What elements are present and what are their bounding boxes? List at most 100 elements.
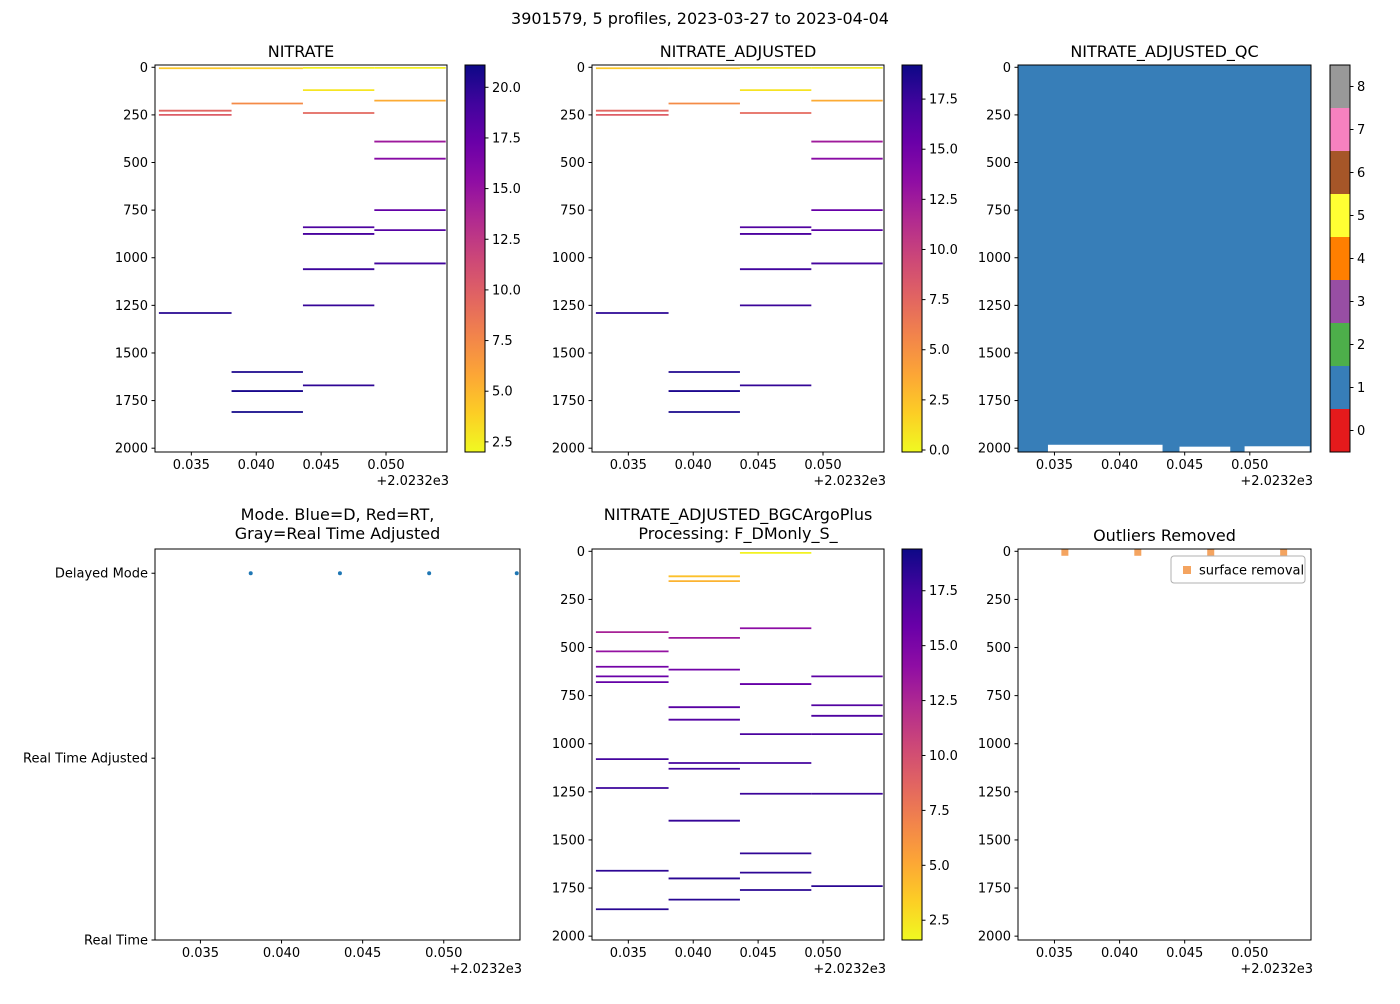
colorbar-tick-label: 12.5 <box>492 233 521 248</box>
axes-spines <box>1017 64 1312 453</box>
colorbar-tick-label: 1 <box>1357 381 1365 396</box>
colorbar-tick-label: 15.0 <box>929 143 958 158</box>
colorbar-tick-label: 2 <box>1357 338 1365 353</box>
colorbar-tick-label: 5.0 <box>929 859 950 874</box>
colorbar-tick-label: 7.5 <box>492 334 513 349</box>
qc-gap <box>1047 444 1163 452</box>
axes-spines <box>591 64 885 453</box>
colorbar-tick-label: 20.0 <box>492 81 521 96</box>
x-tick-label: 0.050 <box>1231 458 1268 473</box>
colorbar-tick-label: 17.5 <box>929 584 958 599</box>
nitrate_adjusted-segments <box>595 66 883 413</box>
qc-gap <box>1244 446 1310 452</box>
qc-gap <box>1179 446 1231 452</box>
x-tick-label: 0.035 <box>610 458 647 473</box>
y-tick-label: 1500 <box>115 346 148 361</box>
colorbar-tick-label: 4 <box>1357 252 1365 267</box>
subplot-mode: 0.035 0.040 0.045 0.050+2.0232e3 Delayed Mod… <box>23 548 522 977</box>
y-tick-label: 250 <box>986 593 1011 608</box>
colorbar-tick-label: 10.0 <box>492 283 521 298</box>
axes-spines <box>154 64 448 453</box>
colorbar-tick-label: 15.0 <box>492 182 521 197</box>
figure-title: 3901579, 5 profiles, 2023-03-27 to 2023-… <box>511 9 889 28</box>
y-tick-label: 2000 <box>552 442 585 457</box>
outlier-point <box>1061 548 1069 556</box>
subplot-nitrate: 0.035 0.040 0.045 0.050+2.0232e3 0 250 500 750 1… <box>115 61 521 489</box>
colorbar-tick-label: 12.5 <box>929 193 958 208</box>
y-tick-label: 1750 <box>978 394 1011 409</box>
qc-fill-area <box>1018 65 1311 452</box>
y-tick-label: 500 <box>986 156 1011 171</box>
axes-background <box>155 65 447 452</box>
x-tick-label: 0.035 <box>1036 458 1073 473</box>
x-tick-label: 0.045 <box>1166 946 1203 961</box>
x-tick-label: 0.040 <box>238 458 275 473</box>
axes-background <box>592 65 884 452</box>
colorbar-tick-label: 0 <box>1357 424 1365 439</box>
y-tick-label: 2000 <box>978 930 1011 945</box>
outliers-legend: surface removal <box>1170 555 1306 584</box>
nitrate-segments <box>158 66 446 413</box>
y-tick-label: 0 <box>577 61 585 76</box>
x-tick-label: 0.035 <box>1036 946 1073 961</box>
outlier-point <box>1207 548 1215 556</box>
y-tick-label: 1000 <box>978 251 1011 266</box>
x-tick-label: 0.050 <box>1231 946 1268 961</box>
colorbar-tick-label: 5 <box>1357 209 1365 224</box>
x-tick-label: 0.045 <box>1166 458 1203 473</box>
mode-point <box>514 571 519 576</box>
y-tick-label: 1000 <box>552 737 585 752</box>
y-tick-label: 2000 <box>978 442 1011 457</box>
axes-spines <box>591 548 885 941</box>
subplot-title-nitrate-adjusted: NITRATE_ADJUSTED <box>659 42 817 61</box>
y-tick-label: 500 <box>123 156 148 171</box>
mode-points <box>248 571 519 576</box>
y-tick-label: 250 <box>986 108 1011 123</box>
subplot-title-nitrate: NITRATE <box>267 42 335 61</box>
colorbar-tick-label: 2.5 <box>929 393 950 408</box>
subplot-title-mode: Mode. Blue=D, Red=RT, Gray=Real Time Adj… <box>234 505 441 543</box>
outlier-points <box>1061 548 1288 556</box>
outlier-point <box>1134 548 1142 556</box>
colorbar-tick-label: 3 <box>1357 295 1365 310</box>
x-tick-label: 0.035 <box>610 946 647 961</box>
mode-point <box>337 571 342 576</box>
subplot-nitrate_adjusted: 0.035 0.040 0.045 0.050+2.0232e3 0 250 500 750 1… <box>552 61 958 489</box>
y-tick-label: 1000 <box>978 737 1011 752</box>
y-tick-label: 250 <box>560 108 585 123</box>
x-tick-label: 0.040 <box>675 946 712 961</box>
colorbar-tick-label: 5.0 <box>492 385 513 400</box>
colorbar-tick-label: 17.5 <box>492 131 521 146</box>
y-tick-label: 500 <box>986 641 1011 656</box>
x-tick-label: 0.045 <box>344 946 381 961</box>
y-tick-label: 0 <box>140 61 148 76</box>
y-tick-label: 750 <box>986 689 1011 704</box>
subplot-nitrate_adjusted_bgc: 0.035 0.040 0.045 0.050+2.0232e3 0 250 500 750 1… <box>552 545 958 977</box>
colorbar-tick-label: 10.0 <box>929 243 958 258</box>
legend-box <box>1170 555 1306 584</box>
y-tick-label: 1250 <box>978 299 1011 314</box>
subplot-title-bgc: NITRATE_ADJUSTED_BGCArgoPlus Processing:… <box>603 505 873 543</box>
y-tick-label: 0 <box>1003 61 1011 76</box>
y-tick-label: 1750 <box>552 394 585 409</box>
y-tick-label: 1250 <box>978 785 1011 800</box>
axes-spines <box>1017 548 1312 941</box>
colorbar-tick-label: 0.0 <box>929 443 950 458</box>
colorbar-tick-label: 17.5 <box>929 93 958 108</box>
x-axis-offset-text: +2.0232e3 <box>449 962 522 977</box>
y-tick-label: 1250 <box>552 785 585 800</box>
colorbar-tick-label: 10.0 <box>929 749 958 764</box>
y-tick-label: 1500 <box>978 833 1011 848</box>
x-axis-offset-text: +2.0232e3 <box>813 962 886 977</box>
legend-marker-square <box>1183 566 1191 574</box>
x-tick-label: 0.050 <box>367 458 404 473</box>
colorbar-tick-label: 7.5 <box>929 293 950 308</box>
y-tick-label: 250 <box>560 593 585 608</box>
x-tick-label: 0.050 <box>804 946 841 961</box>
y-tick-label: 2000 <box>552 930 585 945</box>
x-axis-offset-text: +2.0232e3 <box>376 474 449 489</box>
colorbar-tick-label: 2.5 <box>492 435 513 450</box>
y-tick-label: 750 <box>123 204 148 219</box>
x-tick-label: 0.040 <box>263 946 300 961</box>
